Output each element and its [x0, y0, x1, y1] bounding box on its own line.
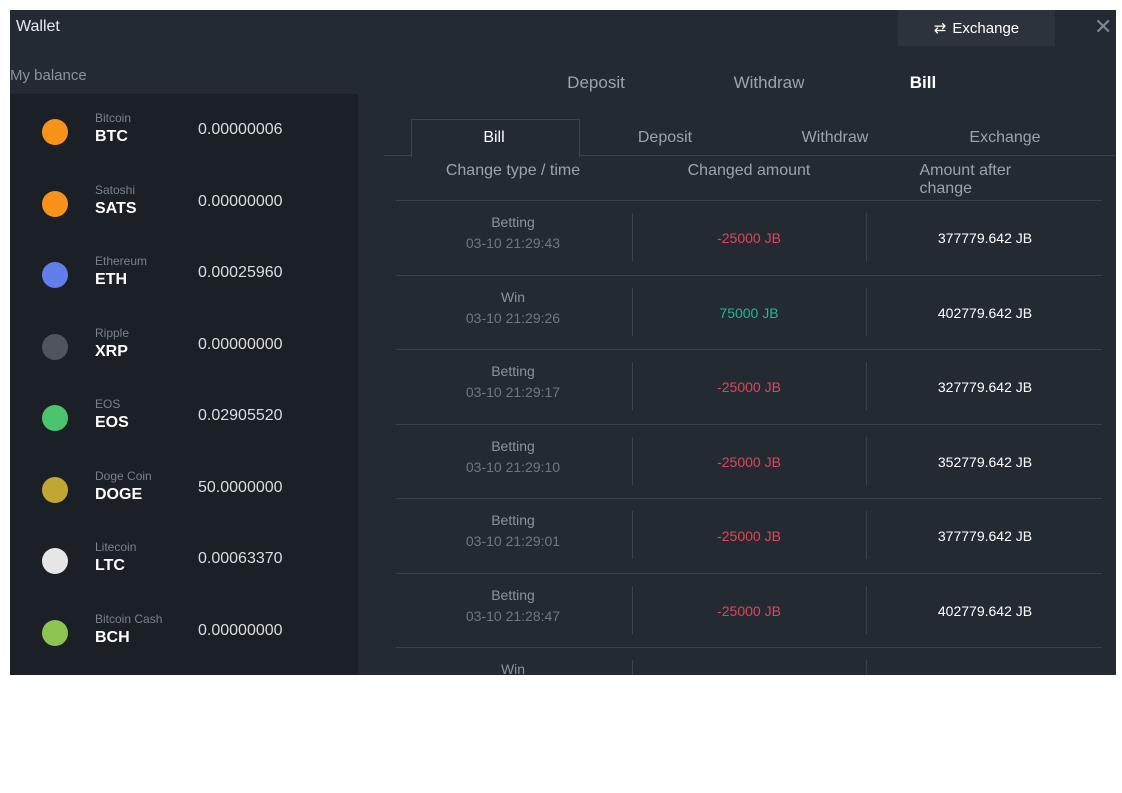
- exchange-label: Exchange: [952, 19, 1020, 37]
- column-divider: [866, 436, 867, 485]
- amount-after: 352779.642 JB: [937, 453, 1033, 470]
- coin-balance: 0.00025960: [198, 264, 283, 281]
- amount-after: 402779.642 JB: [937, 602, 1033, 619]
- change-type: Betting: [491, 586, 535, 603]
- column-divider: [632, 213, 633, 261]
- coin-name: Ethereum: [95, 254, 148, 268]
- close-button[interactable]: ✕: [1094, 14, 1113, 39]
- table-header: Amount after change: [919, 162, 1012, 197]
- coin-icon: [42, 619, 68, 646]
- coin-symbol: BCH: [95, 628, 130, 646]
- row-divider: [396, 498, 1102, 499]
- coin-symbol: ETH: [95, 271, 127, 288]
- coin-name: Doge Coin: [95, 468, 152, 483]
- change-time: 03-10 21:29:43: [465, 235, 561, 251]
- coin-balance: 0.00000000: [198, 621, 283, 639]
- changed-amount: -25000 JB: [717, 453, 781, 470]
- coin-name: Litecoin: [95, 540, 137, 554]
- coin-icon: [42, 262, 68, 288]
- balance-title: My balance: [10, 67, 87, 84]
- row-divider: [396, 349, 1102, 350]
- tab[interactable]: Withdraw: [733, 73, 805, 92]
- coin-symbol: LTC: [95, 557, 125, 574]
- coin-balance: 0.00000006: [198, 121, 283, 138]
- active-subtab: [411, 119, 580, 158]
- coin-name: EOS: [95, 397, 121, 411]
- change-type: Win: [500, 288, 526, 305]
- coin-balance: 0.00063370: [198, 550, 283, 567]
- coin-icon: [42, 476, 68, 503]
- change-time: 03-10 21:29:10: [465, 458, 561, 475]
- changed-amount: -25000 JB: [717, 528, 781, 544]
- column-divider: [866, 287, 867, 336]
- subtab[interactable]: Deposit: [637, 129, 693, 146]
- table-header: Change type / time: [445, 162, 581, 179]
- change-time: 03-10 21:29:17: [465, 384, 561, 400]
- column-divider: [632, 362, 633, 410]
- changed-amount: -25000 JB: [717, 602, 781, 619]
- coin-symbol: EOS: [95, 414, 129, 431]
- changed-amount: -25000 JB: [717, 379, 781, 395]
- table-header: Changed amount: [687, 162, 811, 179]
- change-type: Betting: [491, 437, 535, 454]
- change-type: Betting: [491, 512, 535, 528]
- column-divider: [632, 585, 633, 634]
- coin-symbol: XRP: [95, 342, 128, 360]
- coin-balance: 0.02905520: [198, 407, 283, 424]
- coin-name: Bitcoin Cash: [95, 611, 163, 626]
- coin-symbol: SATS: [95, 199, 137, 217]
- amount-after: 377779.642 JB: [937, 528, 1033, 544]
- coin-name: Ripple: [95, 325, 130, 340]
- coin-balance: 0.00000000: [198, 335, 283, 353]
- coin-name: Bitcoin: [95, 111, 132, 125]
- row-divider: [396, 423, 1102, 425]
- coin-icon: [42, 119, 68, 145]
- row-divider: [396, 274, 1102, 276]
- coin-symbol: BTC: [95, 128, 128, 145]
- column-divider: [866, 213, 867, 261]
- amount-after: 402779.642 JB: [937, 304, 1033, 321]
- column-divider: [866, 660, 867, 675]
- change-type: Betting: [491, 363, 535, 379]
- coin-icon: [42, 190, 68, 217]
- change-time: 03-10 21:29:01: [465, 533, 561, 549]
- coin-balance: 0.00000000: [198, 192, 283, 210]
- column-divider: [632, 511, 633, 559]
- row-divider: [396, 572, 1102, 574]
- change-time: 03-10 21:28:47: [465, 607, 561, 624]
- change-type: Betting: [491, 214, 535, 230]
- tab[interactable]: Deposit: [567, 73, 625, 92]
- amount-after: 327779.642 JB: [937, 379, 1033, 395]
- column-divider: [632, 436, 633, 485]
- coin-balance: 50.0000000: [198, 478, 283, 496]
- column-divider: [632, 287, 633, 336]
- subtab[interactable]: Withdraw: [801, 129, 869, 146]
- changed-amount: 75000 JB: [719, 304, 779, 321]
- tab[interactable]: Bill: [909, 73, 937, 92]
- column-divider: [866, 511, 867, 559]
- wallet-panel: Wallet ⇄ Exchange ✕ My balance Bitcoin BTC…: [10, 10, 1116, 675]
- coin-icon: [42, 333, 68, 360]
- exchange-icon: ⇄: [933, 20, 947, 37]
- change-type: Win: [500, 661, 526, 675]
- row-divider: [396, 200, 1102, 201]
- column-divider: [866, 585, 867, 634]
- coin-icon: [42, 548, 68, 574]
- exchange-button[interactable]: ⇄ Exchange: [898, 10, 1055, 46]
- coin-name: Satoshi: [95, 182, 136, 197]
- subtab[interactable]: Bill: [483, 129, 505, 146]
- row-divider: [396, 647, 1102, 648]
- coin-symbol: DOGE: [95, 485, 143, 503]
- change-time: 03-10 21:29:26: [465, 309, 561, 326]
- changed-amount: -25000 JB: [717, 230, 781, 246]
- tab-underline: [384, 155, 1116, 156]
- title: Wallet: [16, 18, 60, 35]
- column-divider: [632, 660, 633, 675]
- amount-after: 377779.642 JB: [937, 230, 1033, 246]
- coin-list: Bitcoin BTC 0.00000006 Satoshi SATS 0.0000000…: [10, 94, 358, 675]
- coin-icon: [42, 405, 68, 431]
- column-divider: [866, 362, 867, 410]
- subtab[interactable]: Exchange: [969, 129, 1041, 146]
